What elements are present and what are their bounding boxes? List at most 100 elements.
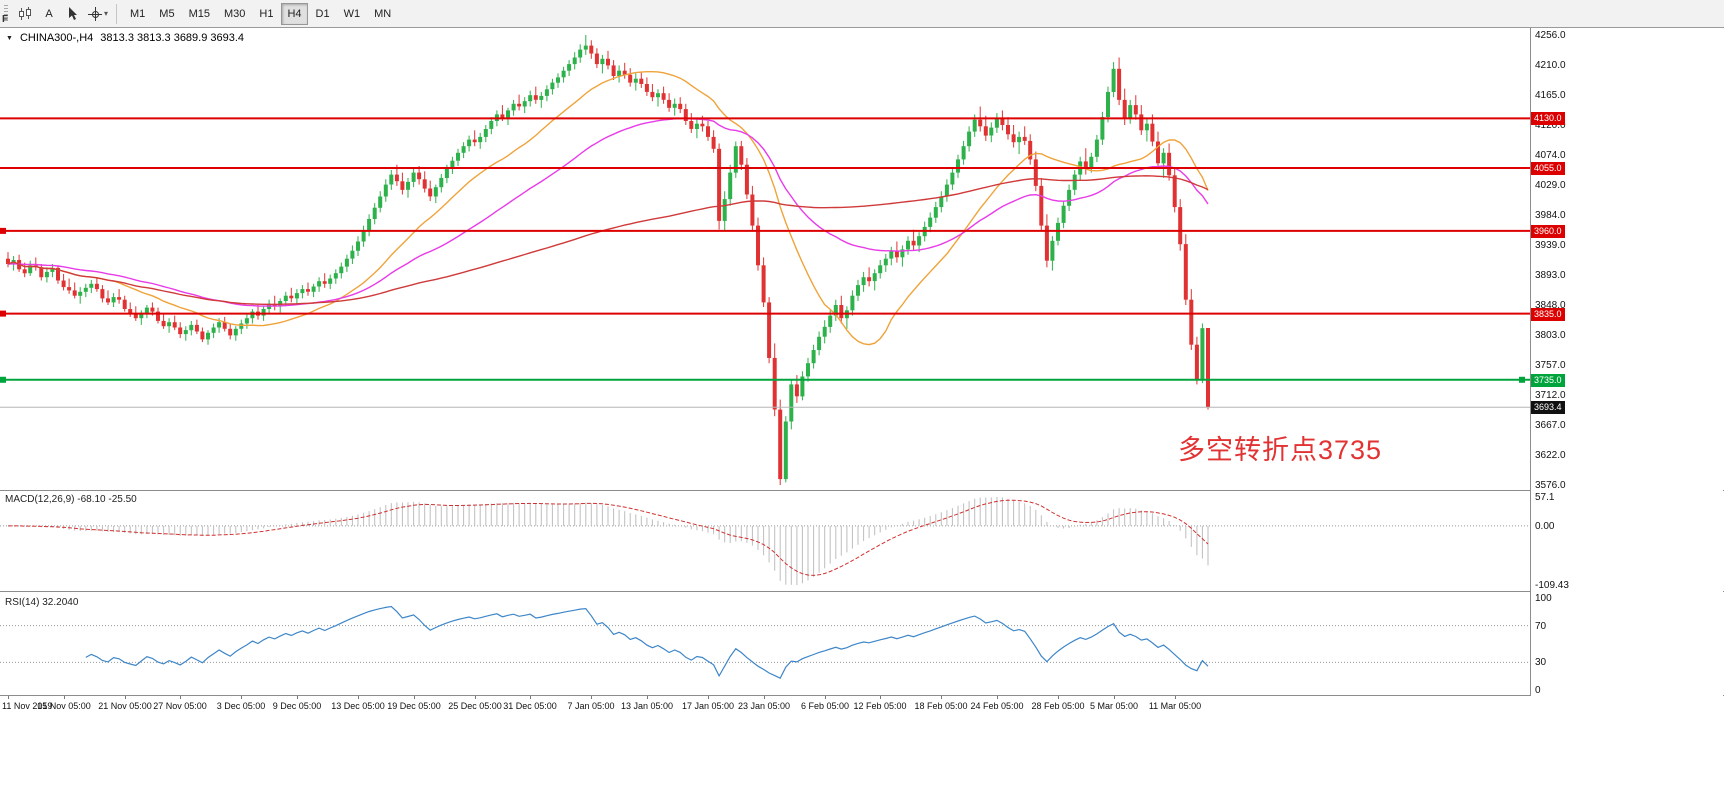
timeframe-button-d1[interactable]: D1	[310, 3, 336, 25]
price-tick-label: 4029.0	[1535, 180, 1566, 192]
candlestick-chart-button[interactable]	[14, 3, 36, 25]
rsi-canvas[interactable]	[0, 592, 1530, 695]
macd-axis-label: 57.1	[1535, 492, 1555, 503]
time-tick-label: 31 Dec 05:00	[503, 701, 557, 711]
price-tick-label: 3893.0	[1535, 270, 1566, 282]
price-axis[interactable]: 4256.0 4210.0 4165.0 4120.0 4074.0 4029.0 3984…	[1530, 28, 1723, 716]
time-tick	[647, 696, 648, 699]
time-tick-label: 9 Dec 05:00	[272, 701, 322, 711]
time-tick	[764, 696, 765, 699]
crosshair-icon	[88, 6, 102, 21]
time-tick-label: 27 Nov 05:00	[153, 701, 207, 711]
time-tick	[591, 696, 592, 699]
price-tag-4130.0: 4130.0	[1531, 112, 1565, 126]
price-tick-label: 3939.0	[1535, 239, 1566, 251]
ma-mid	[7, 117, 1209, 307]
price-tick-label: 4165.0	[1535, 90, 1566, 102]
time-tick-label: 7 Jan 05:00	[567, 701, 615, 711]
timeframe-button-m30[interactable]: M30	[218, 3, 251, 25]
timeframe-button-w1[interactable]: W1	[338, 3, 367, 25]
time-tick-label: 17 Jan 05:00	[681, 701, 735, 711]
macd-signal-line	[8, 499, 1209, 576]
collapse-triangle-icon[interactable]: ▼	[6, 35, 13, 42]
time-tick-label: 5 Mar 05:00	[1089, 701, 1139, 711]
timeframe-button-h4[interactable]: H4	[281, 2, 308, 25]
main-chart-canvas[interactable]	[0, 28, 1530, 491]
price-tick-label: 3712.0	[1535, 390, 1566, 401]
crosshair-tool-button[interactable]: ▾	[86, 3, 109, 25]
timeframe-button-mn[interactable]: MN	[368, 3, 397, 25]
timeframe-button-h1[interactable]: H1	[253, 3, 279, 25]
toolbar: A ▾ M1 M5 M15 M30 H1 H4 D1 W1 MN	[0, 0, 1724, 28]
hline-left-handle[interactable]	[0, 376, 6, 383]
time-tick-label: 6 Feb 05:00	[800, 701, 850, 711]
timeframe-button-m5[interactable]: M5	[153, 3, 180, 25]
timeframe-button-m1[interactable]: M1	[124, 3, 151, 25]
toolbar-grip[interactable]	[4, 4, 8, 23]
timeframe-button-m15[interactable]: M15	[183, 3, 216, 25]
time-tick-label: 12 Feb 05:00	[853, 701, 907, 711]
macd-canvas[interactable]	[0, 491, 1530, 591]
time-tick-label: 13 Jan 05:00	[620, 701, 674, 711]
candlestick-chart-icon	[19, 6, 31, 20]
time-tick	[475, 696, 476, 699]
time-tick	[997, 696, 998, 699]
panel-separator-main-macd[interactable]	[0, 490, 1724, 491]
time-tick	[297, 696, 298, 699]
time-tick-label: 18 Feb 05:00	[914, 701, 968, 711]
time-tick	[941, 696, 942, 699]
chart-window[interactable]: ▼ CHINA300-,H4 3813.3 3813.3 3689.9 3693…	[0, 28, 1724, 787]
price-tick-label: 3622.0	[1535, 449, 1566, 461]
text-tool-button[interactable]: A	[38, 3, 60, 25]
time-tick-label: 24 Feb 05:00	[970, 701, 1024, 711]
time-tick	[414, 696, 415, 699]
price-tag-3835.0: 3835.0	[1531, 307, 1565, 321]
time-tick	[241, 696, 242, 699]
price-tag-3960.0: 3960.0	[1531, 224, 1565, 238]
panel-separator-rsi-time	[0, 695, 1724, 696]
chart-ohlc-label: 3813.3 3813.3 3689.9 3693.4	[100, 32, 245, 44]
price-tick-label: 4120.0	[1535, 120, 1566, 131]
ma-fast	[7, 71, 1209, 346]
macd-axis-label: -109.43	[1535, 580, 1569, 591]
time-tick	[180, 696, 181, 699]
time-tick-label: 13 Dec 05:00	[331, 701, 385, 711]
toolbar-f-label: F	[2, 14, 9, 25]
time-tick	[64, 696, 65, 699]
toolbar-separator	[116, 3, 118, 24]
time-tick	[358, 696, 359, 699]
time-tick	[1058, 696, 1059, 699]
time-tick-label: 23 Jan 05:00	[737, 701, 791, 711]
cursor-icon	[69, 6, 77, 20]
cursor-tool-button[interactable]	[62, 3, 84, 25]
hline-left-handle[interactable]	[0, 310, 6, 317]
time-tick	[8, 696, 9, 699]
hline-left-handle[interactable]	[0, 227, 6, 234]
time-tick	[530, 696, 531, 699]
price-tag-4055.0: 4055.0	[1531, 162, 1565, 175]
price-tick-label: 3984.0	[1535, 210, 1566, 221]
price-tick-label: 3803.0	[1535, 329, 1566, 341]
time-tick-label: 25 Dec 05:00	[448, 701, 502, 711]
chart-symbol-label: CHINA300-,H4	[19, 32, 94, 44]
price-tick-label: 4074.0	[1535, 150, 1566, 162]
hline-right-handle[interactable]	[1519, 376, 1525, 383]
time-tick-label: 28 Feb 05:00	[1031, 701, 1085, 711]
ma-slow	[7, 175, 1209, 306]
price-tick-label: 3848.0	[1535, 300, 1566, 311]
time-tick-label: 11 Nov 2019	[2, 701, 53, 711]
time-tick-label: 3 Dec 05:00	[216, 701, 266, 711]
rsi-axis-label: 100	[1535, 593, 1552, 604]
timeframe-button-group: M1 M5 M15 M30 H1 H4 D1 W1 MN	[124, 2, 397, 25]
annotation-text[interactable]: 多空转折点3735	[1178, 435, 1383, 465]
price-tick-label: 4210.0	[1535, 60, 1566, 72]
chart-title: ▼ CHINA300-,H4 3813.3 3813.3 3689.9 3693…	[6, 32, 244, 44]
time-axis[interactable]: 11 Nov 2019 15 Nov 05:00 21 Nov 05:00 27 No…	[0, 696, 1724, 716]
time-tick	[1114, 696, 1115, 699]
panel-separator-macd-rsi[interactable]	[0, 591, 1724, 592]
macd-axis-label: 0.00	[1535, 520, 1555, 532]
time-tick-label: 15 Nov 05:00	[37, 701, 91, 711]
time-tick	[708, 696, 709, 699]
rsi-axis-label: 30	[1535, 657, 1547, 669]
